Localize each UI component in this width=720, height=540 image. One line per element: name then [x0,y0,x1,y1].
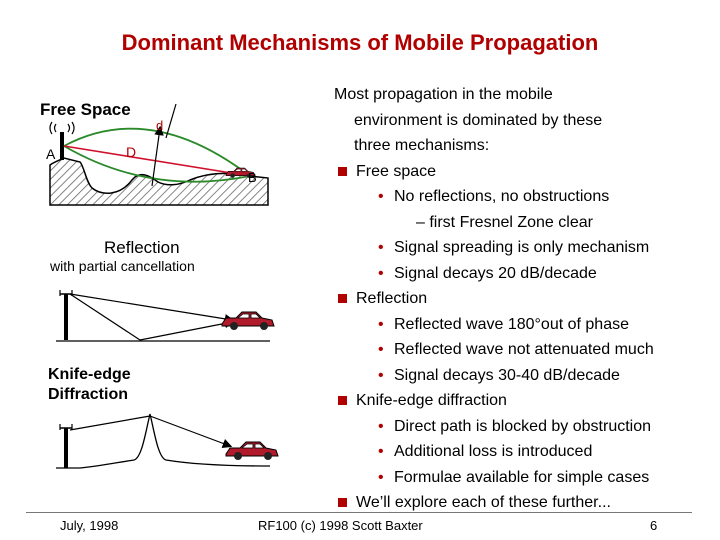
square-bullet-icon [338,396,347,405]
sub-bullet-item: • Formulae available for simple cases [334,465,718,491]
square-bullet-icon [338,498,347,507]
bullet-text: Direct path is blocked by obstruction [394,417,652,435]
reflection-label: Reflection [104,238,180,257]
sub-bullet-item: • Signal decays 30-40 dB/decade [334,363,718,389]
car-icon [225,441,279,461]
direct-ray [69,293,235,324]
diffraction-label: Diffraction [48,386,128,403]
incident-ray [69,293,141,341]
dot-bullet-icon: • [378,366,384,384]
dot-bullet-icon: • [378,443,384,460]
bullet-text: Signal decays 20 dB/decade [394,264,597,282]
knife-edge-ground [56,413,271,469]
bullet-text: Signal decays 30-40 dB/decade [394,366,620,384]
bullet-text: Reflected wave not attenuated much [394,341,654,358]
bullet-text: Signal spreading is only mechanism [394,239,650,256]
square-bullet-icon [338,294,347,303]
bullet-text: Free space [356,162,437,180]
bullet-item: We’ll explore each of these further... [334,490,718,516]
sub-bullet-item: • Direct path is blocked by obstruction [334,414,718,440]
direct-path [63,145,251,177]
intro-line: environment is dominated by these [354,111,603,129]
footer-date: July, 1998 [60,518,119,533]
dot-bullet-icon: • [378,264,384,282]
knife-edge-label: Knife-edge [48,366,131,383]
d-pointer [165,103,177,139]
dot-bullet-icon: • [378,188,384,205]
car-icon [221,311,275,331]
bullet-text: No reflections, no obstructions [394,188,610,205]
ray-to-edge [69,415,151,431]
intro-text: Most propagation in the mobile environme… [334,82,718,159]
slide-number: 6 [650,518,658,533]
bullet-item: Reflection [334,286,718,312]
free-space-diagram [49,103,269,206]
knife-edge-diagram [56,413,279,469]
knife-edge-tower [64,428,68,468]
bullet-text: – first Fresnel Zone clear [416,213,593,231]
tower-a [60,132,64,160]
sub-bullet-item: • Signal spreading is only mechanism [334,235,718,261]
fresnel-zone [63,127,251,177]
diffracted-ray [149,415,233,448]
reflection-diagram [56,290,275,342]
sub-bullet-item: • Signal decays 20 dB/decade [334,261,718,287]
sub-bullet-item: • Reflected wave not attenuated much [334,337,718,363]
bullet-text: Reflection [356,290,428,307]
antenna-waves-icon [49,121,75,135]
B-label: B [248,170,257,185]
dot-bullet-icon: • [378,468,384,486]
intro-line: Most propagation in the mobile [334,86,553,103]
reflection-sublabel: with partial cancellation [50,258,195,274]
d-label: d [156,118,164,133]
dot-bullet-icon: • [378,417,384,435]
square-bullet-icon [338,166,347,176]
clearance-d-arrow [151,125,164,187]
footer-divider [26,512,692,513]
footer-credit: RF100 (c) 1998 Scott Baxter [258,518,423,533]
sub-sub-item: – first Fresnel Zone clear [334,210,718,236]
bullet-text: We’ll explore each of these further... [356,494,611,511]
bullet-text: Reflected wave 180°out of phase [394,315,629,333]
reflected-ray [139,318,235,341]
bullet-text: Knife-edge diffraction [356,392,507,409]
sub-bullet-item: • Additional loss is introduced [334,439,718,465]
sub-bullet-item: • No reflections, no obstructions [334,184,718,210]
free-space-label: Free Space [40,100,131,119]
slide-title: Dominant Mechanisms of Mobile Propagatio… [121,30,599,55]
reflection-tower [64,294,68,340]
dot-bullet-icon: • [378,239,384,256]
bullet-text: Additional loss is introduced [394,443,593,460]
sub-bullet-item: • Reflected wave 180°out of phase [334,312,718,338]
A-label: A [46,146,56,162]
bullet-item: Knife-edge diffraction [334,388,718,414]
dot-bullet-icon: • [378,341,384,358]
bullet-text: Formulae available for simple cases [394,468,650,486]
bullet-item: Free space [334,159,718,185]
dot-bullet-icon: • [378,315,384,333]
intro-line: three mechanisms: [354,137,490,154]
bullet-list: Most propagation in the mobile environme… [334,82,718,516]
D-label: D [126,144,137,160]
